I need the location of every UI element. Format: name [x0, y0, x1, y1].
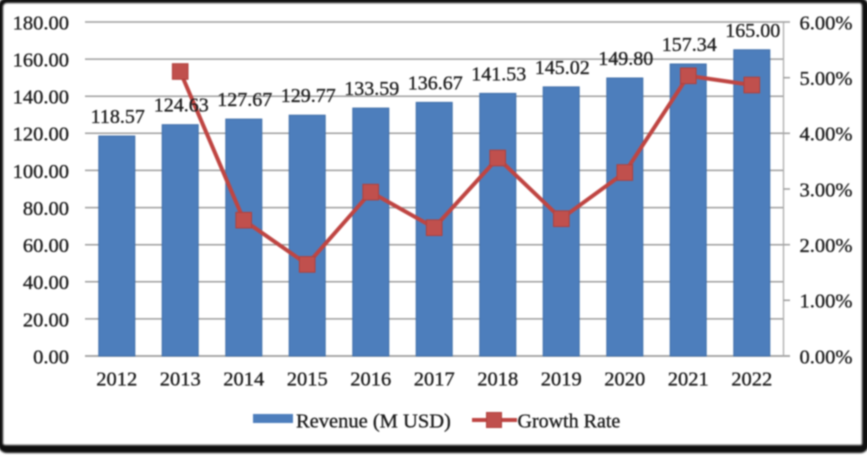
svg-text:140.00: 140.00: [13, 87, 69, 109]
svg-text:160.00: 160.00: [13, 50, 69, 72]
svg-text:2021: 2021: [668, 369, 709, 391]
svg-text:141.53: 141.53: [471, 63, 526, 85]
svg-text:2017: 2017: [414, 369, 455, 391]
svg-text:0.00%: 0.00%: [800, 346, 853, 368]
svg-text:2019: 2019: [541, 369, 582, 391]
svg-text:100.00: 100.00: [13, 161, 69, 183]
svg-text:4.00%: 4.00%: [800, 124, 853, 146]
svg-text:180.00: 180.00: [13, 12, 69, 34]
svg-text:120.00: 120.00: [13, 124, 69, 146]
svg-text:3.00%: 3.00%: [800, 179, 853, 201]
svg-text:5.00%: 5.00%: [800, 68, 853, 90]
svg-text:157.34: 157.34: [662, 34, 717, 56]
svg-text:Revenue (M USD): Revenue (M USD): [296, 411, 451, 433]
svg-text:2012: 2012: [96, 369, 137, 391]
svg-text:20.00: 20.00: [23, 309, 69, 331]
svg-text:1.00%: 1.00%: [800, 291, 853, 313]
svg-text:149.80: 149.80: [598, 48, 653, 70]
svg-text:2020: 2020: [604, 369, 645, 391]
svg-text:0.00: 0.00: [33, 346, 69, 368]
svg-text:2016: 2016: [350, 369, 391, 391]
svg-text:40.00: 40.00: [23, 272, 69, 294]
svg-text:2013: 2013: [160, 369, 201, 391]
svg-text:136.67: 136.67: [408, 72, 463, 94]
svg-text:145.02: 145.02: [535, 57, 590, 79]
svg-text:165.00: 165.00: [725, 20, 780, 42]
svg-text:Growth Rate: Growth Rate: [518, 411, 621, 433]
svg-text:2.00%: 2.00%: [800, 235, 853, 257]
svg-text:60.00: 60.00: [23, 235, 69, 257]
svg-text:2022: 2022: [731, 369, 772, 391]
svg-text:2015: 2015: [287, 369, 328, 391]
svg-text:127.67: 127.67: [217, 89, 272, 111]
svg-text:124.63: 124.63: [154, 95, 209, 117]
svg-text:129.77: 129.77: [281, 85, 336, 107]
svg-text:2014: 2014: [223, 369, 264, 391]
svg-text:133.59: 133.59: [344, 78, 399, 100]
svg-text:2018: 2018: [477, 369, 518, 391]
svg-text:118.57: 118.57: [91, 106, 145, 128]
svg-text:6.00%: 6.00%: [800, 12, 853, 34]
svg-text:80.00: 80.00: [23, 198, 69, 220]
